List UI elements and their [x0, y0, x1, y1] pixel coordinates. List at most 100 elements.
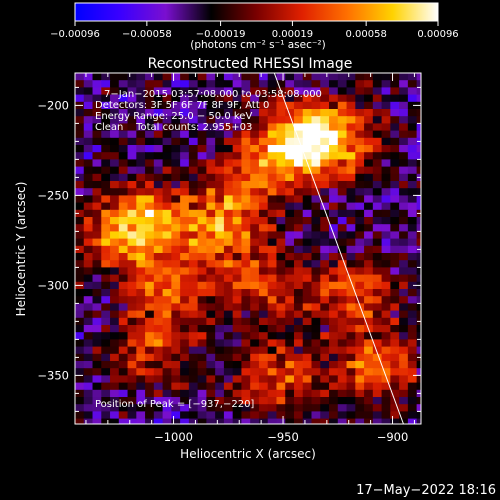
- heatmap-cell: [110, 368, 120, 376]
- heatmap-cell: [171, 130, 181, 139]
- heatmap-cell: [197, 231, 207, 240]
- heatmap-cell: [381, 181, 391, 189]
- heatmap-cell: [232, 397, 243, 405]
- heatmap-cell: [127, 389, 137, 398]
- heatmap-cell: [241, 137, 251, 146]
- heatmap-cell: [381, 411, 391, 420]
- heatmap-cell: [337, 274, 348, 283]
- heatmap-cell: [83, 145, 94, 153]
- heatmap-cell: [206, 173, 216, 182]
- heatmap-cell: [101, 73, 111, 81]
- heatmap-cell: [250, 224, 260, 232]
- heatmap-cell: [223, 310, 234, 319]
- heatmap-cell: [241, 296, 251, 304]
- heatmap-cell: [355, 245, 365, 254]
- heatmap-cell: [329, 317, 339, 326]
- heatmap-cell: [346, 159, 356, 168]
- heatmap-cell: [232, 274, 243, 283]
- heatmap-cell: [293, 253, 304, 261]
- heatmap-cell: [162, 310, 172, 319]
- heatmap-cell: [416, 267, 421, 276]
- footer-timestamp: 17−May−2022 18:16: [356, 483, 496, 498]
- heatmap-cell: [293, 245, 304, 254]
- heatmap-cell: [75, 274, 85, 283]
- heatmap-cell: [372, 224, 383, 232]
- heatmap-cell: [110, 418, 120, 424]
- heatmap-cell: [346, 130, 356, 139]
- heatmap-cell: [258, 397, 269, 405]
- heatmap-cell: [75, 159, 85, 168]
- heatmap-cell: [110, 173, 120, 182]
- heatmap-cell: [302, 73, 313, 81]
- heatmap-cell: [241, 173, 251, 182]
- heatmap-cell: [110, 217, 120, 225]
- heatmap-cell: [285, 296, 295, 304]
- heatmap-cell: [206, 317, 216, 326]
- heatmap-cell: [197, 325, 207, 333]
- heatmap-cell: [337, 209, 348, 218]
- heatmap-cell: [311, 181, 321, 189]
- heatmap-cell: [223, 123, 234, 132]
- heatmap-cell: [346, 368, 356, 376]
- heatmap-cell: [180, 101, 190, 110]
- heatmap-cell: [258, 404, 269, 412]
- heatmap-cell: [153, 145, 164, 153]
- heatmap-cell: [267, 339, 278, 348]
- heatmap-cell: [381, 152, 391, 160]
- heatmap-cell: [258, 382, 269, 391]
- heatmap-cell: [302, 332, 313, 340]
- heatmap-cell: [372, 101, 383, 110]
- heatmap-cell: [250, 332, 260, 340]
- heatmap-cell: [320, 411, 330, 420]
- heatmap-cell: [75, 87, 85, 96]
- heatmap-cell: [293, 375, 304, 384]
- heatmap-cell: [215, 303, 225, 312]
- heatmap-cell: [145, 325, 155, 333]
- heatmap-cell: [171, 181, 181, 189]
- colorbar-ticks: −0.00096 −0.00058 −0.00019 0.00019 0.00058 0.…: [50, 21, 459, 40]
- heatmap-cell: [355, 130, 365, 139]
- heatmap-cell: [223, 137, 234, 146]
- heatmap-cell: [92, 353, 102, 362]
- heatmap-cell: [329, 346, 339, 355]
- heatmap-cell: [293, 94, 304, 103]
- heatmap-cell: [276, 389, 286, 398]
- heatmap-cell: [145, 73, 155, 81]
- heatmap-cell: [320, 375, 330, 384]
- heatmap-cell: [346, 116, 356, 124]
- heatmap-cell: [162, 195, 172, 204]
- heatmap-cell: [364, 181, 374, 189]
- heatmap-cell: [92, 145, 102, 153]
- heatmap-cell: [206, 289, 216, 297]
- heatmap-cell: [101, 267, 111, 276]
- heatmap-cell: [110, 195, 120, 204]
- heatmap-cell: [188, 267, 199, 276]
- heatmap-cell: [223, 181, 234, 189]
- heatmap-cell: [346, 260, 356, 268]
- heatmap-image: [75, 73, 421, 424]
- heatmap-cell: [162, 368, 172, 376]
- heatmap-cell: [145, 332, 155, 340]
- heatmap-cell: [407, 87, 418, 96]
- heatmap-cell: [188, 195, 199, 204]
- heatmap-cell: [320, 368, 330, 376]
- heatmap-cell: [416, 310, 421, 319]
- heatmap-cell: [118, 397, 129, 405]
- heatmap-cell: [337, 267, 348, 276]
- heatmap-cell: [153, 296, 164, 304]
- heatmap-cell: [258, 267, 269, 276]
- heatmap-cell: [311, 310, 321, 319]
- heatmap-cell: [188, 87, 199, 96]
- heatmap-cell: [258, 274, 269, 283]
- heatmap-cell: [153, 152, 164, 160]
- heatmap-cell: [293, 202, 304, 211]
- heatmap-cell: [267, 231, 278, 240]
- heatmap-cell: [127, 332, 137, 340]
- heatmap-cell: [188, 116, 199, 124]
- heatmap-cell: [215, 152, 225, 160]
- heatmap-cell: [276, 368, 286, 376]
- heatmap-cell: [258, 368, 269, 376]
- heatmap-cell: [171, 217, 181, 225]
- heatmap-cell: [381, 289, 391, 297]
- heatmap-cell: [83, 281, 94, 290]
